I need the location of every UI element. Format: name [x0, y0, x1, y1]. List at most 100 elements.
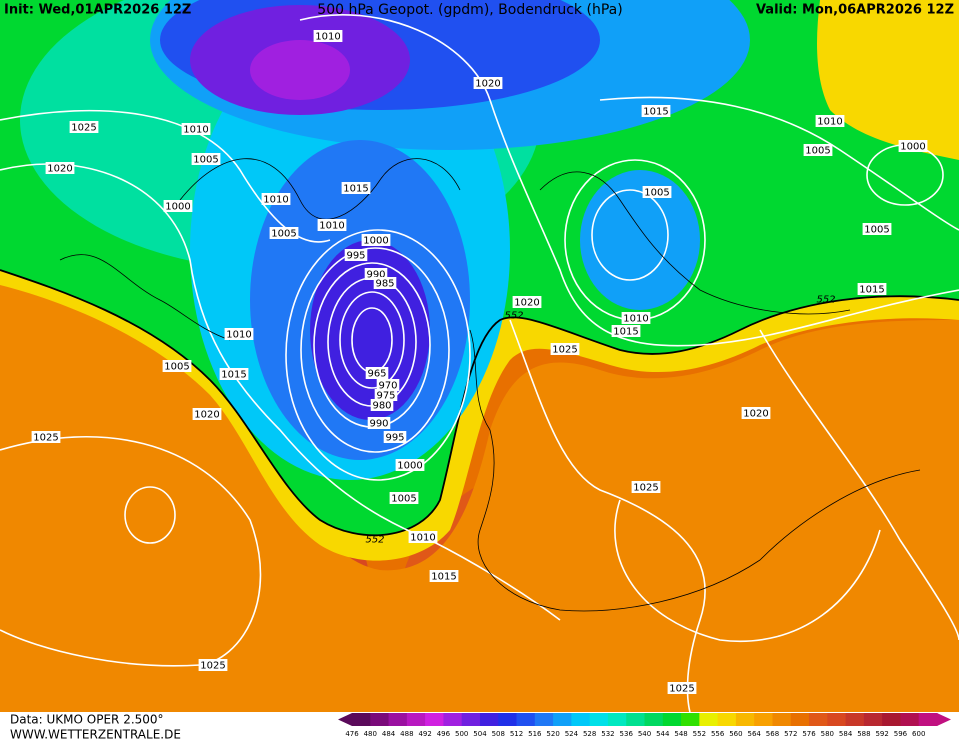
valid-time: Valid: Mon,06APR2026 12Z — [756, 3, 954, 18]
legend-label: 508 — [492, 730, 505, 738]
isobar-label: 1005 — [391, 494, 416, 505]
isobar-label: 1020 — [743, 409, 768, 420]
field-cyan3 — [580, 170, 700, 310]
legend-label: 572 — [784, 730, 797, 738]
isobar-label-box — [367, 417, 391, 429]
isobar-label: 970 — [378, 381, 397, 392]
isobar-label: 1005 — [864, 225, 889, 236]
data-source: Data: UKMO OPER 2.500° — [10, 713, 164, 727]
legend-label: 548 — [674, 730, 687, 738]
isobar-label-box — [181, 123, 211, 135]
isobar-label: 995 — [346, 251, 365, 262]
legend-swatch — [863, 713, 883, 726]
legend-swatch — [479, 713, 499, 726]
isobar-label-box — [642, 186, 672, 198]
legend-label: 568 — [766, 730, 779, 738]
isobar-label: 1020 — [514, 298, 539, 309]
map-title: 500 hPa Geopot. (gpdm), Bodendruck (hPa) — [317, 2, 622, 18]
isobar-label-box — [163, 200, 193, 212]
isobar-label: 995 — [385, 433, 404, 444]
isobar-label-box — [269, 227, 299, 239]
legend-label: 480 — [364, 730, 377, 738]
legend-swatch — [553, 713, 572, 726]
legend-label: 492 — [418, 730, 431, 738]
legend-swatch — [589, 713, 609, 726]
isobar-label-box — [162, 360, 192, 372]
isobar-label-box — [344, 249, 368, 261]
isobar-label-box — [473, 77, 503, 89]
isobar-label: 1025 — [633, 483, 658, 494]
isobar-label: 1015 — [613, 327, 638, 338]
legend-label: 496 — [437, 730, 451, 738]
isobar-label-box — [641, 105, 671, 117]
legend-swatch — [388, 713, 408, 726]
isobar-label: 1015 — [643, 107, 668, 118]
isobar-label-box — [365, 367, 389, 379]
isobar-label-box — [69, 121, 99, 133]
isobar-label-box — [219, 368, 249, 380]
isobar-label-box — [192, 408, 222, 420]
isobar-label-box — [374, 389, 398, 401]
isobar-label: 1020 — [194, 410, 219, 421]
isobars — [0, 14, 959, 712]
legend-swatch — [352, 713, 371, 726]
isobar-label: 1010 — [263, 195, 288, 206]
isobar-label-box — [376, 379, 400, 391]
isobar-label: 1020 — [475, 79, 500, 90]
legend-label: 520 — [546, 730, 559, 738]
isobar-label: 1015 — [343, 184, 368, 195]
field-orange2 — [0, 240, 959, 712]
isobar-label-box — [191, 153, 221, 165]
isobar-label: 1015 — [859, 285, 884, 296]
legend-swatch — [845, 713, 865, 726]
legend-label: 544 — [656, 730, 670, 738]
height-label: 552 — [816, 295, 835, 306]
init-time: Init: Wed,01APR2026 12Z — [4, 3, 191, 18]
legend-swatch — [516, 713, 536, 726]
isobar-label: 1025 — [552, 345, 577, 356]
legend-arrow-right — [937, 713, 951, 726]
isobar-label: 980 — [372, 401, 391, 412]
isobar-label: 965 — [367, 369, 386, 380]
legend-label: 576 — [802, 730, 816, 738]
isobar-label-box — [631, 481, 661, 493]
isobar-label: 1015 — [221, 370, 246, 381]
legend-label: 524 — [565, 730, 579, 738]
coastlines — [59, 158, 921, 612]
legend-swatch — [900, 713, 920, 726]
legend-swatch — [644, 713, 664, 726]
isobar-label-box — [389, 492, 419, 504]
legend-swatch — [461, 713, 481, 726]
isobar-label-box — [621, 312, 651, 324]
legend-label: 580 — [821, 730, 834, 738]
legend-label: 552 — [693, 730, 706, 738]
isobar-label: 1010 — [226, 330, 251, 341]
legend-arrow-left — [338, 713, 352, 726]
isobar-label: 1000 — [363, 236, 388, 247]
legend-label: 536 — [620, 730, 634, 738]
legend-label: 488 — [400, 730, 413, 738]
legend-swatch — [443, 713, 463, 726]
isobar-label-box — [224, 328, 254, 340]
legend-label: 528 — [583, 730, 596, 738]
isobar-label: 1005 — [193, 155, 218, 166]
isobar-label-box — [361, 234, 391, 246]
legend-label: 512 — [510, 730, 523, 738]
isobar-label: 1025 — [669, 684, 694, 695]
isobar-label-box — [383, 431, 407, 443]
legend-swatch — [425, 713, 444, 726]
isobar-label: 1000 — [900, 142, 925, 153]
isobar-label: 1010 — [319, 221, 344, 232]
legend-label: 564 — [748, 730, 762, 738]
legend-swatch — [809, 713, 828, 726]
legend-swatch — [498, 713, 518, 726]
legend-label: 592 — [875, 730, 888, 738]
isobar-label-box — [815, 115, 845, 127]
isobar-label: 1010 — [410, 533, 435, 544]
isobar-label-box — [45, 162, 75, 174]
field-blue3 — [310, 240, 430, 420]
isobar-label-box — [370, 399, 394, 411]
isobar-label-box — [512, 296, 542, 308]
